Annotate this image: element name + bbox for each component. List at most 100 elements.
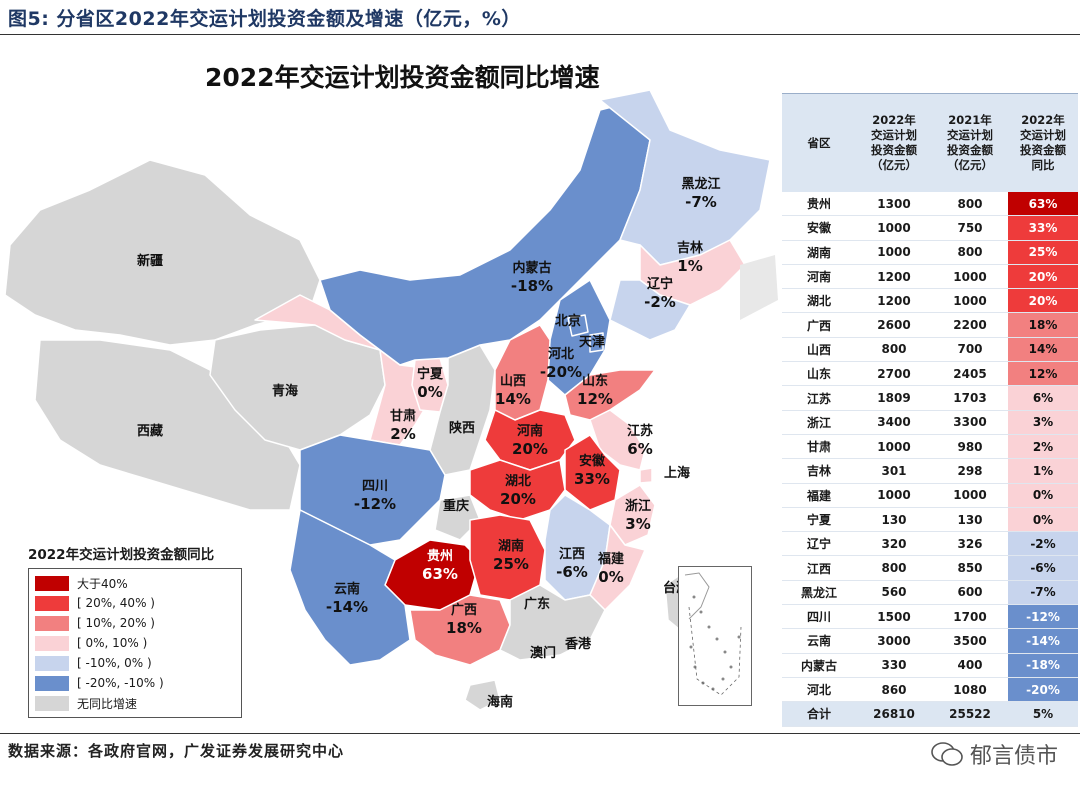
table-cell: -12% bbox=[1008, 604, 1078, 630]
table-cell: 河北 bbox=[782, 677, 856, 703]
map-label: 河北-20% bbox=[540, 346, 582, 381]
table-cell: -6% bbox=[1008, 555, 1078, 581]
table-cell: 辽宁 bbox=[782, 531, 856, 557]
legend-swatch bbox=[35, 675, 69, 691]
province-guangdong bbox=[499, 584, 606, 661]
legend-label: [ 10%, 20% ) bbox=[77, 616, 155, 630]
province-beijing bbox=[567, 314, 589, 337]
table-cell: 宁夏 bbox=[782, 507, 856, 533]
table-cell: 内蒙古 bbox=[782, 653, 856, 678]
map-label: 江西-6% bbox=[556, 546, 588, 581]
table-cell: 63% bbox=[1008, 192, 1078, 217]
source-note: 数据来源：各政府官网，广发证券发展研究中心 bbox=[8, 742, 345, 760]
table-cell: 2700 bbox=[856, 361, 932, 387]
table-cell: 吉林 bbox=[782, 458, 856, 484]
table-row: 福建 1000 1000 0% bbox=[782, 483, 1078, 508]
map-label: 贵州 63% bbox=[422, 548, 458, 583]
map-label: 山东 12% bbox=[577, 373, 613, 408]
province-yunnan bbox=[289, 509, 411, 666]
legend-item: [ -10%, 0% ) bbox=[35, 653, 235, 673]
table-cell: 700 bbox=[932, 337, 1008, 363]
table-cell: 1000 bbox=[856, 240, 932, 265]
table-cell: 26810 bbox=[856, 701, 932, 727]
table-cell: 1000 bbox=[932, 483, 1008, 508]
table-cell: 400 bbox=[932, 653, 1008, 678]
table-header-cell: 2021年 交运计划 投资金额 （亿元） bbox=[932, 93, 1008, 192]
table-cell: 2% bbox=[1008, 434, 1078, 460]
map-label: 上海 bbox=[664, 465, 690, 481]
table-cell: 3000 bbox=[856, 628, 932, 654]
map-label: 青海 bbox=[272, 383, 298, 399]
map-label: 云南-14% bbox=[326, 581, 368, 616]
table-cell: 安徽 bbox=[782, 215, 856, 241]
map-label: 浙江 3% bbox=[625, 498, 651, 533]
legend-swatch bbox=[35, 615, 69, 631]
map-label: 福建 0% bbox=[597, 551, 624, 586]
map-label: 香港 bbox=[564, 636, 592, 652]
map-title: 2022年交运计划投资金额同比增速 bbox=[205, 63, 600, 92]
table-cell: 云南 bbox=[782, 628, 856, 654]
china-map-area: 新疆 西藏 青海 甘肃 2% 宁夏 0% 陕西 内蒙古-18% 黑龙江-7% 吉林 1% 辽宁-2% 北京… bbox=[0, 40, 780, 730]
table-cell: 1000 bbox=[932, 264, 1008, 290]
legend: 2022年交运计划投资金额同比 大于40% [ 20%, 40% ) [ 10%, … bbox=[28, 543, 242, 718]
table-cell: 6% bbox=[1008, 385, 1078, 411]
legend-label: 大于40% bbox=[77, 576, 128, 591]
inset-islands bbox=[689, 595, 741, 691]
table-row: 山西 800 700 14% bbox=[782, 337, 1078, 363]
table-cell: 0% bbox=[1008, 483, 1078, 508]
map-label: 湖南 25% bbox=[493, 538, 529, 573]
legend-swatch bbox=[35, 695, 69, 711]
table-cell: 3500 bbox=[932, 628, 1008, 654]
table-cell: 326 bbox=[932, 531, 1008, 557]
inset-coast bbox=[684, 572, 710, 620]
bottom-rule bbox=[0, 733, 1080, 734]
table-cell: 2600 bbox=[856, 312, 932, 338]
table-cell: 750 bbox=[932, 215, 1008, 241]
neighbor-land bbox=[740, 255, 778, 320]
table-total-row: 合计 26810 25522 5% bbox=[782, 701, 1078, 727]
legend-swatch bbox=[35, 575, 69, 591]
map-label: 甘肃 2% bbox=[390, 408, 416, 443]
legend-item: [ 0%, 10% ) bbox=[35, 633, 235, 653]
map-label: 陕西 bbox=[449, 420, 475, 436]
table-cell: 298 bbox=[932, 458, 1008, 484]
table-cell: 甘肃 bbox=[782, 434, 856, 460]
table-cell: 合计 bbox=[782, 701, 856, 727]
table-cell: -2% bbox=[1008, 531, 1078, 557]
table-cell: 980 bbox=[932, 434, 1008, 460]
table-row: 云南 3000 3500 -14% bbox=[782, 628, 1078, 654]
table-cell: 山西 bbox=[782, 337, 856, 363]
table-cell: 1000 bbox=[856, 215, 932, 241]
table-cell: 1700 bbox=[932, 604, 1008, 630]
legend-swatch bbox=[35, 655, 69, 671]
table-row: 江西 800 850 -6% bbox=[782, 555, 1078, 581]
legend-box: 大于40% [ 20%, 40% ) [ 10%, 20% ) [ 0%, 10% )… bbox=[28, 568, 242, 718]
province-anhui bbox=[564, 434, 621, 511]
table-cell: 贵州 bbox=[782, 192, 856, 217]
table-cell: 山东 bbox=[782, 361, 856, 387]
province-tianjin bbox=[589, 332, 604, 353]
table-cell: 3300 bbox=[932, 410, 1008, 435]
table-cell: 湖南 bbox=[782, 240, 856, 265]
table-cell: 20% bbox=[1008, 264, 1078, 290]
table-row: 浙江 3400 3300 3% bbox=[782, 410, 1078, 435]
inset-boundary bbox=[688, 606, 742, 696]
table-cell: 25522 bbox=[932, 701, 1008, 727]
legend-item: 大于40% bbox=[35, 573, 235, 593]
south-china-sea-inset bbox=[678, 566, 752, 706]
table-cell: 1000 bbox=[932, 288, 1008, 314]
province-shandong bbox=[564, 369, 656, 421]
map-label: 吉林 1% bbox=[677, 240, 703, 275]
map-label: 海南 bbox=[487, 694, 513, 710]
table-cell: 800 bbox=[932, 240, 1008, 265]
table-cell: 860 bbox=[856, 677, 932, 703]
table-row: 辽宁 320 326 -2% bbox=[782, 531, 1078, 557]
table-cell: 130 bbox=[932, 507, 1008, 533]
table-header-row: 省区 2022年 交运计划 投资金额 （亿元） 2021年 交运计划 投资金额 （亿元） 2022… bbox=[782, 93, 1078, 192]
table-cell: 5% bbox=[1008, 701, 1078, 727]
table-row: 湖北 1200 1000 20% bbox=[782, 288, 1078, 314]
table-row: 江苏 1809 1703 6% bbox=[782, 385, 1078, 411]
table-cell: 福建 bbox=[782, 483, 856, 508]
table-cell: 560 bbox=[856, 580, 932, 606]
